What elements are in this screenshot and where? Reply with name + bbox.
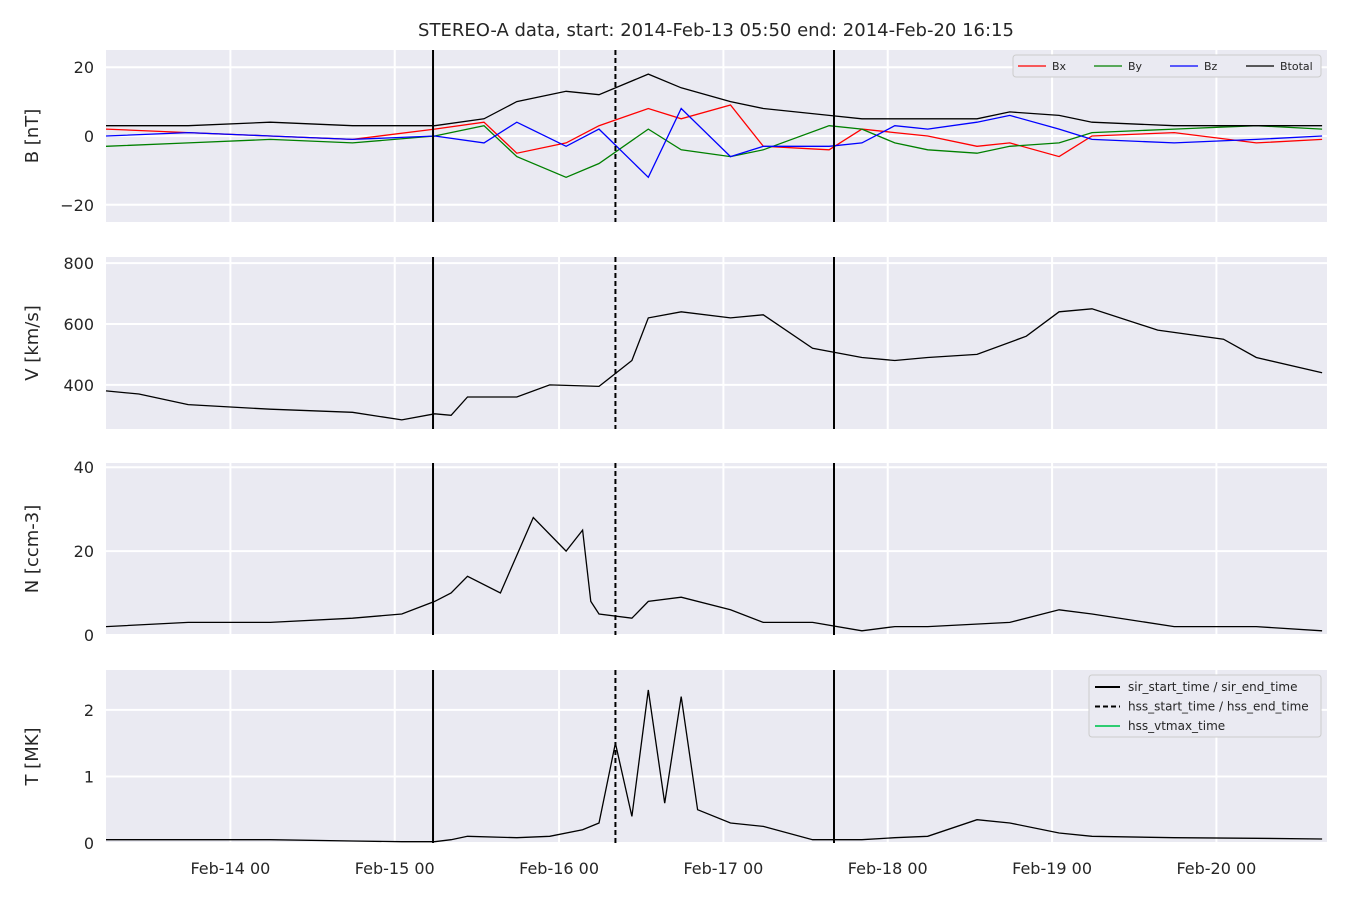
panel-1: −20 0 20 B [nT] Bx By Bz Btotal <box>22 50 1327 222</box>
panel-3: 0 20 40 N [ccm-3] <box>22 458 1327 645</box>
legend-label: sir_start_time / sir_end_time <box>1128 680 1298 694</box>
panel-4: 0 1 2 T [MK] sir_start_time / sir_end_timehs… <box>22 670 1327 853</box>
legend-label: Bx <box>1052 60 1067 73</box>
series-line-bx <box>105 104 1323 158</box>
y-axis-label: N [ccm-3] <box>22 505 43 594</box>
y-tick-label: 800 <box>63 254 94 273</box>
y-tick-label: 0 <box>84 834 94 853</box>
legend-events: sir_start_time / sir_end_time hss_start_t… <box>1088 674 1322 738</box>
legend-label: Btotal <box>1280 60 1313 73</box>
x-tick-label: Feb-20 00 <box>1176 859 1256 878</box>
y-axis-label: V [km/s] <box>22 305 43 380</box>
series-line-bz <box>105 107 1323 179</box>
series-line-0 <box>106 689 1323 843</box>
y-tick-label: 20 <box>74 58 94 77</box>
y-tick-label: 0 <box>84 626 94 645</box>
series-line-0 <box>105 516 1323 632</box>
x-tick-label: Feb-14 00 <box>190 859 270 878</box>
legend-label: Bz <box>1204 60 1218 73</box>
x-tick-label: Feb-16 00 <box>519 859 599 878</box>
x-tick-label: Feb-17 00 <box>683 859 763 878</box>
series-line-btotal <box>106 73 1323 127</box>
legend-frame <box>1012 54 1322 78</box>
plot-area <box>106 257 1327 429</box>
y-tick-label: 0 <box>84 127 94 146</box>
x-tick-label: Feb-18 00 <box>848 859 928 878</box>
x-axis: Feb-14 00 Feb-15 00 Feb-16 00 Feb-17 00 Feb-… <box>190 859 1256 878</box>
y-tick-label: 400 <box>63 376 94 395</box>
y-tick-label: 600 <box>63 315 94 334</box>
y-tick-label: −20 <box>60 196 94 215</box>
y-axis-label: T [MK] <box>22 727 43 786</box>
y-tick-label: 20 <box>74 542 94 561</box>
series-line-0 <box>105 308 1323 421</box>
y-axis-label: B [nT] <box>22 109 43 164</box>
legend-b: Bx By Bz Btotal <box>1012 54 1322 78</box>
legend-label: hss_vtmax_time <box>1128 719 1225 733</box>
x-tick-label: Feb-15 00 <box>355 859 435 878</box>
chart-title: STEREO-A data, start: 2014-Feb-13 05:50 … <box>418 20 1014 41</box>
panel-2: 400 600 800 V [km/s] <box>22 254 1327 429</box>
legend-label: hss_start_time / hss_end_time <box>1128 700 1309 714</box>
y-tick-label: 40 <box>74 458 94 477</box>
legend-frame <box>1088 674 1322 738</box>
y-tick-label: 2 <box>84 701 94 720</box>
legend-label: By <box>1128 60 1143 73</box>
plot-area <box>106 463 1327 635</box>
y-tick-label: 1 <box>84 767 94 786</box>
x-tick-label: Feb-19 00 <box>1012 859 1092 878</box>
